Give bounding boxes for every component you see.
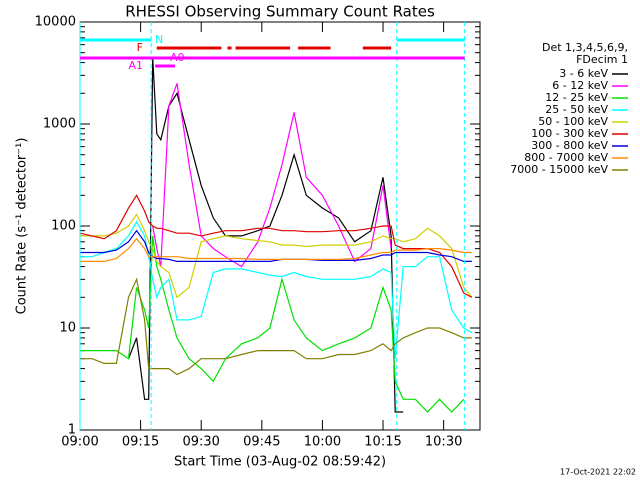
flag-label: A1 (128, 59, 143, 72)
x-tick-label: 09:00 (61, 435, 98, 450)
y-tick-label: 10000 (35, 15, 76, 30)
flag-label: N (155, 33, 163, 46)
series-line (80, 213, 473, 299)
y-tick-label: 100 (51, 219, 76, 234)
series-line (127, 57, 404, 413)
series-line (80, 220, 473, 359)
legend-label: 6 - 12 keV (552, 79, 608, 92)
y-axis-label: Count Rate (s⁻¹ detector⁻¹) (15, 138, 30, 315)
legend-label: 7000 - 15000 keV (510, 163, 608, 176)
x-tick-label: 09:45 (243, 435, 280, 450)
chart-title: RHESSI Observing Summary Count Rates (125, 3, 435, 21)
legend-header: FDecim 1 (576, 53, 628, 66)
legend-label: 25 - 50 keV (545, 103, 608, 116)
x-tick-label: 09:15 (122, 435, 159, 450)
x-tick-label: 10:30 (425, 435, 462, 450)
series-line (152, 83, 392, 268)
legend-header: Det 1,3,4,5,6,9, (542, 41, 628, 54)
legend-label: 50 - 100 keV (538, 115, 608, 128)
flag-label: A0 (170, 51, 185, 64)
series-line (80, 229, 472, 262)
y-tick-label: 1 (68, 423, 76, 438)
x-tick-label: 10:00 (304, 435, 341, 450)
y-tick-label: 10 (59, 321, 76, 336)
series-line (79, 194, 473, 298)
legend-label: 100 - 300 keV (531, 127, 608, 140)
x-axis-label: Start Time (03-Aug-02 08:59:42) (174, 455, 386, 470)
flag-label: F (137, 41, 143, 54)
legend-label: 800 - 7000 keV (524, 151, 608, 164)
timestamp: 17-Oct-2021 22:02 (560, 468, 636, 477)
series-line (80, 235, 465, 413)
legend-label: 12 - 25 keV (545, 91, 608, 104)
x-tick-label: 10:15 (364, 435, 401, 450)
legend-label: 3 - 6 keV (559, 67, 608, 80)
x-tick-label: 09:30 (182, 435, 219, 450)
legend-label: 300 - 800 keV (531, 139, 608, 152)
series-line (80, 237, 472, 262)
y-tick-label: 1000 (43, 117, 76, 132)
series-line (80, 277, 472, 376)
